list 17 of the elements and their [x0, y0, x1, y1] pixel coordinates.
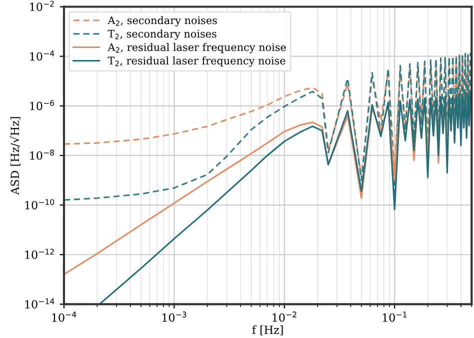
y-tick-label: 10$^{−10}$	[25, 199, 54, 210]
legend-label: T$_{2}$, residual laser frequency noise	[108, 56, 286, 67]
y-tick-label: 10$^{−14}$	[25, 298, 54, 309]
x-tick-label: 10$^{−2}$	[272, 312, 296, 322]
x-tick-label: 10$^{−1}$	[382, 312, 407, 322]
x-tick-label: 10$^{−4}$	[52, 312, 76, 322]
y-tick-label: 10$^{−4}$	[30, 50, 54, 61]
y-tick-label: 10$^{−8}$	[30, 150, 54, 160]
legend-label: A$_{2}$, residual laser frequency noise	[108, 43, 286, 54]
y-tick-label: 10$^{−12}$	[25, 248, 54, 259]
y-tick-label: 10$^{−2}$	[30, 0, 54, 12]
legend-label: T$_{2}$, secondary noises	[108, 30, 216, 40]
y-tick-label: 10$^{−6}$	[30, 100, 54, 110]
y-axis-title: ASD [Hz/√Hz]	[10, 117, 20, 195]
x-tick-label: 10$^{−3}$	[162, 312, 186, 322]
x-axis-title: f [Hz]	[252, 325, 283, 336]
legend-label: A$_{2}$, secondary noises	[108, 16, 217, 26]
